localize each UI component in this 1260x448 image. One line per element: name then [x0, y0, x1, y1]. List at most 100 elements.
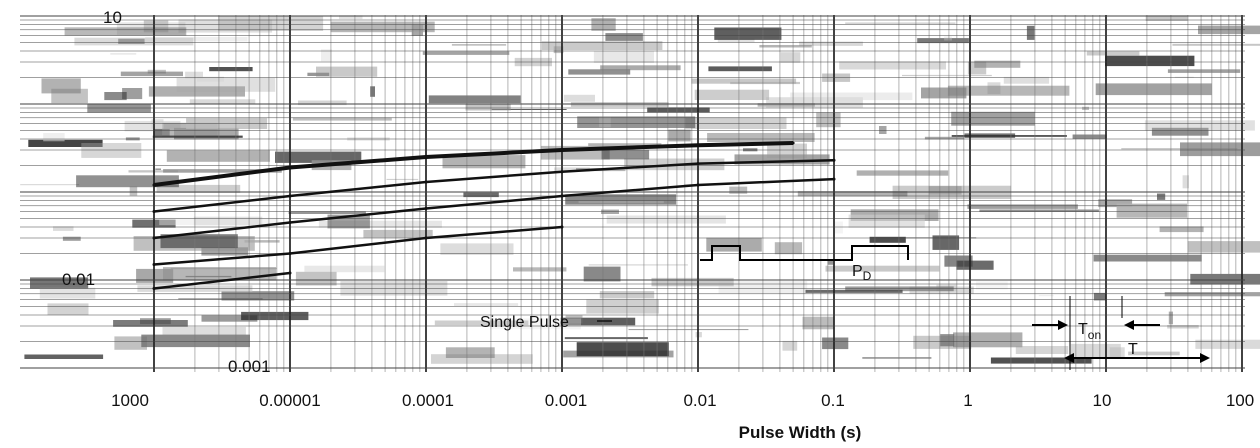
artifact-block [178, 19, 273, 33]
x-tick-label: 100 [1226, 391, 1254, 410]
artifact-block [790, 92, 913, 101]
artifact-block [902, 74, 992, 77]
artifact-block [440, 243, 514, 255]
artifact-block [1026, 25, 1035, 40]
artifact-block [490, 318, 581, 330]
artifact-block [1003, 76, 1050, 84]
artifact-block [766, 97, 863, 108]
artifact-block [956, 260, 994, 270]
series-point [791, 141, 795, 145]
pd-label: PD [852, 263, 872, 283]
artifact-block [74, 37, 194, 46]
artifact-block [463, 192, 499, 198]
artifact-block [588, 264, 688, 266]
artifact-block [802, 316, 835, 330]
artifact-block [1038, 294, 1054, 297]
artifact-block [62, 236, 81, 241]
artifact-block [990, 357, 1092, 364]
artifact-block [163, 267, 277, 281]
x-tick-label: 1 [963, 391, 972, 410]
artifact-block [862, 357, 932, 359]
artifact-block [694, 89, 770, 100]
series-point [152, 210, 156, 213]
artifact-block [24, 354, 104, 359]
x-tick-label: 0.0001 [402, 391, 454, 410]
artifact-block [292, 117, 392, 121]
artifact-block [848, 214, 925, 228]
artifact-block [339, 15, 363, 20]
y-tick-label: 0.001 [228, 357, 271, 376]
artifact-block [924, 136, 965, 140]
artifact-block [564, 337, 648, 340]
artifact-block [976, 281, 1008, 290]
artifact-block [275, 151, 362, 163]
series-point [696, 162, 700, 166]
artifact-block [201, 247, 248, 256]
artifact-block [20, 184, 80, 186]
artifact-block [651, 277, 734, 287]
artifact-block [1157, 193, 1166, 200]
artifact-block [431, 354, 533, 364]
artifact-block [856, 170, 949, 176]
series-point [424, 155, 428, 159]
artifact-block [1187, 241, 1260, 253]
artifact-block [176, 77, 276, 92]
x-tick-label: 0.001 [545, 391, 588, 410]
artifact-block [932, 235, 960, 250]
artifact-block [155, 168, 161, 170]
series-point [152, 263, 156, 266]
artifact-block [145, 37, 248, 42]
series-point [152, 236, 156, 240]
artifact-block [193, 216, 263, 226]
series-group [152, 141, 836, 290]
artifact-block [1109, 347, 1125, 359]
artifact-block [209, 67, 253, 72]
artifact-block [428, 95, 521, 104]
series-point [424, 180, 428, 184]
artifact-block [944, 255, 973, 267]
artifact-block [606, 215, 726, 224]
series-line [153, 158, 835, 213]
artifact-block [120, 71, 183, 77]
artifact-block [241, 311, 309, 321]
artifact-block [1121, 148, 1238, 150]
artifact-block [185, 71, 203, 79]
artifact-block [153, 128, 170, 136]
artifact-block [1072, 134, 1107, 139]
y-tick-label: 0.01 [62, 270, 95, 289]
artifact-block [714, 27, 782, 40]
artifact-block [513, 267, 567, 272]
artifact-block [951, 135, 1067, 137]
artifact-block [827, 260, 834, 265]
artifact-block [782, 340, 798, 351]
artifact-block [162, 326, 246, 335]
y-tick-label: 10 [103, 8, 122, 27]
artifact-block [928, 186, 962, 195]
artifact-block [1144, 120, 1255, 131]
artifact-block [491, 109, 567, 110]
artifact-block [599, 116, 611, 128]
artifact-block [221, 291, 295, 301]
artifact-block [1086, 51, 1140, 56]
ton-right-arrowhead [1124, 320, 1134, 330]
artifact-block [780, 52, 801, 63]
series-point [560, 170, 564, 174]
artifact-block [601, 149, 650, 160]
artifact-block [554, 167, 590, 172]
artifact-block [668, 129, 691, 142]
period-label: T [1128, 341, 1138, 358]
artifact-block [288, 211, 366, 214]
series-point [288, 271, 292, 275]
artifact-block [166, 150, 270, 162]
ton-label: Ton [1078, 321, 1101, 342]
artifact-block [1015, 346, 1069, 354]
artifact-block [114, 336, 147, 350]
artifact-block [706, 237, 762, 252]
artifact-block [774, 242, 803, 255]
artifact-block [600, 65, 681, 71]
x-tick-label: 0.01 [683, 391, 716, 410]
x-tick-label: 0.00001 [259, 391, 320, 410]
artifact-block [974, 60, 1021, 68]
artifact-block [110, 53, 137, 55]
